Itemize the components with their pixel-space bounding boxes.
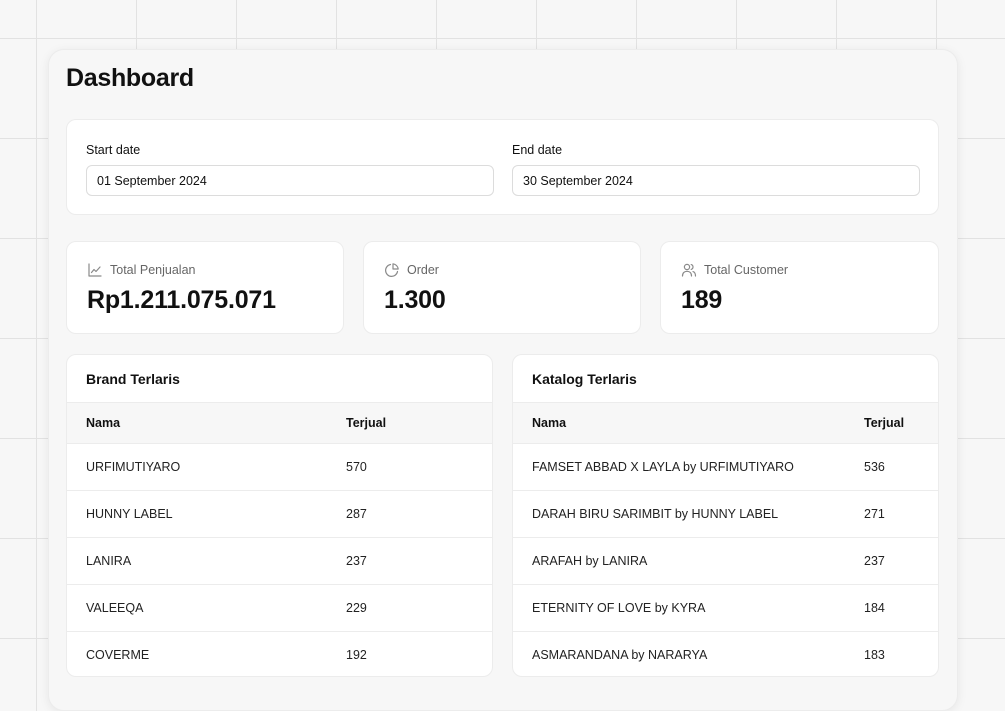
- column-header-nama[interactable]: Nama: [513, 402, 864, 444]
- stat-value: Rp1.211.075.071: [87, 286, 276, 314]
- stat-label: Total Penjualan: [110, 263, 196, 277]
- table-row[interactable]: COVERME 192: [67, 632, 492, 677]
- date-filter-card: Start date End date: [66, 119, 939, 215]
- catalog-table: Nama Terjual FAMSET ABBAD X LAYLA by URF…: [513, 402, 938, 677]
- sold-count-cell: 237: [864, 537, 938, 585]
- end-date-input[interactable]: [512, 165, 920, 196]
- column-header-nama[interactable]: Nama: [67, 402, 346, 444]
- catalog-name-cell: ARAFAH by LANIRA: [513, 537, 864, 585]
- sold-count-cell: 287: [346, 490, 492, 538]
- sold-count-cell: 271: [864, 490, 938, 538]
- stat-value: 189: [681, 286, 723, 314]
- sold-count-cell: 183: [864, 648, 885, 662]
- catalog-name-cell: ASMARANDANA by NARARYA: [532, 648, 708, 662]
- sold-count-cell: 229: [346, 584, 492, 632]
- catalog-name-cell: FAMSET ABBAD X LAYLA by URFIMUTIYARO: [513, 443, 864, 491]
- stat-label: Total Customer: [704, 263, 789, 277]
- table-row[interactable]: URFIMUTIYARO 570: [67, 443, 492, 491]
- end-date-label: End date: [512, 143, 563, 157]
- brand-name-cell: URFIMUTIYARO: [67, 443, 346, 491]
- table-row[interactable]: ASMARANDANA by NARARYA 183: [513, 632, 938, 677]
- table-row[interactable]: DARAH BIRU SARIMBIT by HUNNY LABEL 271: [513, 490, 938, 538]
- dashboard-panel: Dashboard Start date End date Total Penj…: [48, 49, 958, 711]
- table-row[interactable]: ARAFAH by LANIRA 237: [513, 537, 938, 585]
- table-row[interactable]: HUNNY LABEL 287: [67, 490, 492, 538]
- stat-value: 1.300: [384, 286, 446, 314]
- stat-label: Order: [407, 263, 439, 277]
- stat-card-order: Order 1.300: [363, 241, 641, 334]
- pie-chart-icon: [385, 263, 399, 277]
- stat-card-total-customer: Total Customer 189: [660, 241, 939, 334]
- brand-name-cell: VALEEQA: [67, 584, 346, 632]
- brand-name-cell: HUNNY LABEL: [67, 490, 346, 538]
- brand-name-cell: LANIRA: [67, 537, 346, 585]
- catalog-table-title: Katalog Terlaris: [532, 371, 637, 387]
- table-row[interactable]: LANIRA 237: [67, 537, 492, 585]
- sold-count-cell: 184: [864, 584, 938, 632]
- start-date-input[interactable]: [86, 165, 494, 196]
- sold-count-cell: 192: [346, 648, 367, 662]
- line-chart-icon: [88, 263, 102, 277]
- column-header-terjual[interactable]: Terjual: [346, 402, 492, 444]
- sold-count-cell: 570: [346, 443, 492, 491]
- brand-name-cell: COVERME: [86, 648, 150, 662]
- katalog-terlaris-card: Katalog Terlaris Nama Terjual FAMSET ABB…: [512, 354, 939, 677]
- brand-terlaris-card: Brand Terlaris Nama Terjual URFIMUTIYARO…: [66, 354, 493, 677]
- column-header-terjual[interactable]: Terjual: [864, 402, 938, 444]
- table-row[interactable]: FAMSET ABBAD X LAYLA by URFIMUTIYARO 536: [513, 443, 938, 491]
- start-date-label: Start date: [86, 143, 141, 157]
- users-icon: [681, 263, 697, 277]
- table-row[interactable]: VALEEQA 229: [67, 584, 492, 632]
- table-row[interactable]: ETERNITY OF LOVE by KYRA 184: [513, 584, 938, 632]
- table-header-row: Nama Terjual: [513, 402, 938, 444]
- brand-table: Nama Terjual URFIMUTIYARO 570 HUNNY LABEL…: [67, 402, 492, 677]
- stat-card-total-penjualan: Total Penjualan Rp1.211.075.071: [66, 241, 344, 334]
- catalog-name-cell: ETERNITY OF LOVE by KYRA: [513, 584, 864, 632]
- sold-count-cell: 536: [864, 443, 938, 491]
- table-header-row: Nama Terjual: [67, 402, 492, 444]
- page-title: Dashboard: [66, 64, 194, 92]
- sold-count-cell: 237: [346, 537, 492, 585]
- catalog-name-cell: DARAH BIRU SARIMBIT by HUNNY LABEL: [513, 490, 864, 538]
- brand-table-title: Brand Terlaris: [86, 371, 180, 387]
